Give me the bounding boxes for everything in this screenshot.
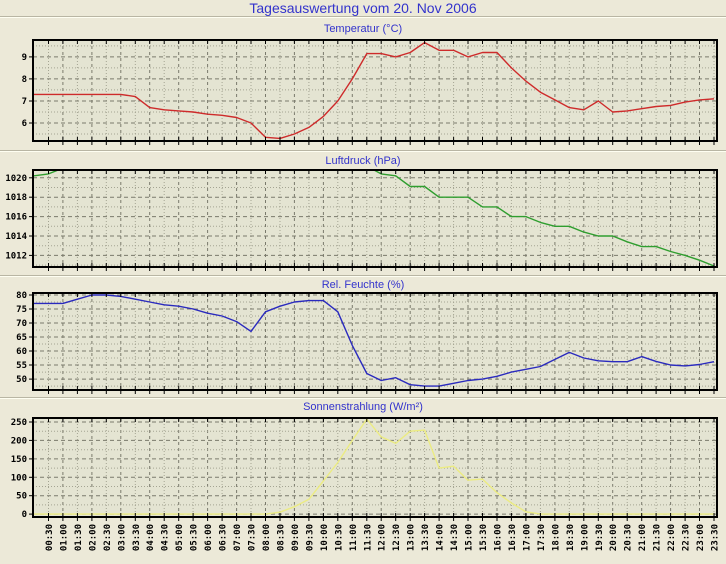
y-tick-label: 50 xyxy=(16,492,27,502)
humidity-chart-title: Rel. Feuchte (%) xyxy=(321,279,405,291)
y-tick-label: 1014 xyxy=(5,232,27,242)
x-tick-label: 10:30 xyxy=(334,524,344,551)
x-tick-label: 12:30 xyxy=(392,524,402,551)
x-tick-label: 22:30 xyxy=(682,524,692,551)
y-tick-label: 0 xyxy=(22,510,27,520)
x-tick-label: 18:00 xyxy=(551,524,561,551)
y-tick-label: 150 xyxy=(11,455,27,465)
x-tick-label: 15:30 xyxy=(479,524,489,551)
x-tick-label: 19:30 xyxy=(595,524,605,551)
solar-radiation-chart: 0 50 100 150 200 250 00:30 01:00 01:30 02:00 02:30… xyxy=(11,417,721,551)
section-separator xyxy=(0,150,726,152)
x-tick-label: 16:00 xyxy=(494,524,504,551)
x-tick-label: 21:00 xyxy=(638,524,648,551)
x-tick-label: 11:30 xyxy=(363,524,373,551)
pressure-chart-title: Luftdruck (hPa) xyxy=(325,155,401,167)
x-tick-label: 03:00 xyxy=(117,524,127,551)
x-tick-label: 16:30 xyxy=(508,524,518,551)
section-separator xyxy=(0,16,726,18)
x-tick-label: 13:30 xyxy=(421,524,431,551)
x-tick-label: 02:00 xyxy=(88,524,98,551)
x-tick-label: 23:30 xyxy=(711,524,721,551)
temperature-chart: 6 7 8 9 xyxy=(22,39,718,145)
y-tick-label: 75 xyxy=(16,305,27,315)
x-tick-label: 07:00 xyxy=(233,524,243,551)
x-tick-label: 01:00 xyxy=(59,524,69,551)
x-tick-label: 10:00 xyxy=(320,524,330,551)
y-tick-label: 8 xyxy=(22,75,27,85)
y-tick-label: 9 xyxy=(22,53,27,63)
y-tick-label: 1020 xyxy=(5,174,27,184)
pressure-chart: 1012 1014 1016 1018 1020 xyxy=(5,169,718,271)
x-tick-label: 13:00 xyxy=(407,524,417,551)
x-tick-label: 04:00 xyxy=(146,524,156,551)
x-tick-label: 18:30 xyxy=(566,524,576,551)
x-tick-label: 07:30 xyxy=(248,524,258,551)
page-title: Tagesauswertung vom 20. Nov 2006 xyxy=(249,0,477,16)
y-tick-label: 80 xyxy=(16,291,27,301)
axis-frame xyxy=(32,417,718,518)
x-tick-label: 09:00 xyxy=(291,524,301,551)
x-tick-label: 14:00 xyxy=(436,524,446,551)
x-tick-label: 03:30 xyxy=(132,524,142,551)
x-tick-label: 20:00 xyxy=(609,524,619,551)
x-tick-label: 23:00 xyxy=(696,524,706,551)
x-tick-label: 08:00 xyxy=(262,524,272,551)
x-tick-label: 20:30 xyxy=(624,524,634,551)
x-tick-label: 02:30 xyxy=(103,524,113,551)
series-line xyxy=(34,294,715,387)
x-tick-label: 00:30 xyxy=(45,524,55,551)
x-tick-label: 11:00 xyxy=(349,524,359,551)
y-tick-label: 100 xyxy=(11,473,27,483)
y-tick-label: 6 xyxy=(22,119,27,129)
x-tick-label: 09:30 xyxy=(305,524,315,551)
y-tick-label: 65 xyxy=(16,333,27,343)
solar-radiation-chart-title: Sonnenstrahlung (W/m²) xyxy=(303,401,423,413)
section-separator xyxy=(0,275,726,277)
x-tick-label: 06:00 xyxy=(204,524,214,551)
x-tick-label: 17:00 xyxy=(522,524,532,551)
section-separator xyxy=(0,397,726,399)
y-tick-label: 55 xyxy=(16,361,27,371)
x-tick-label: 06:30 xyxy=(219,524,229,551)
y-tick-label: 1016 xyxy=(5,213,27,223)
axis-frame xyxy=(32,169,718,268)
x-tick-label: 19:00 xyxy=(580,524,590,551)
y-tick-label: 1012 xyxy=(5,251,27,261)
y-tick-label: 250 xyxy=(11,418,27,428)
x-tick-label: 05:00 xyxy=(175,524,185,551)
x-tick-label: 21:30 xyxy=(653,524,663,551)
x-tick-label: 17:30 xyxy=(537,524,547,551)
x-tick-label: 04:30 xyxy=(161,524,171,551)
y-tick-label: 1018 xyxy=(5,193,27,203)
x-tick-label: 12:00 xyxy=(378,524,388,551)
temperature-chart-title: Temperatur (°C) xyxy=(323,23,403,35)
y-tick-label: 50 xyxy=(16,375,27,385)
plot-area xyxy=(33,418,717,517)
y-tick-label: 7 xyxy=(22,97,27,107)
x-tick-label: 14:30 xyxy=(450,524,460,551)
x-tick-label: 22:00 xyxy=(667,524,677,551)
y-tick-label: 60 xyxy=(16,347,27,357)
axis-frame xyxy=(32,292,718,391)
x-tick-label: 08:30 xyxy=(277,524,287,551)
y-tick-label: 70 xyxy=(16,319,27,329)
x-tick-label: 01:30 xyxy=(74,524,84,551)
axis-frame xyxy=(32,39,718,142)
series-line xyxy=(34,41,715,140)
series-line xyxy=(34,171,715,266)
y-tick-label: 200 xyxy=(11,436,27,446)
series-line xyxy=(34,419,714,515)
plot-area xyxy=(33,170,717,267)
x-tick-label: 15:00 xyxy=(465,524,475,551)
humidity-chart: 50 55 60 65 70 75 80 xyxy=(16,291,718,394)
x-tick-label: 05:30 xyxy=(190,524,200,551)
